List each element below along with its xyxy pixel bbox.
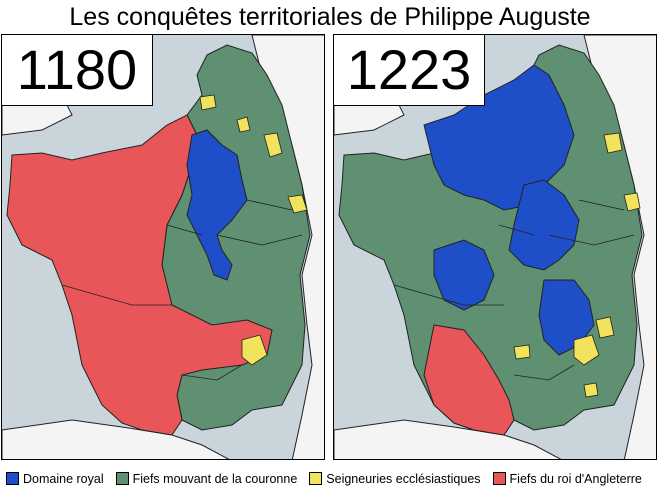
seigneurie-5 [514,345,530,359]
legend-label: Fiefs mouvant de la couronne [133,472,298,486]
year-label-1180: 1180 [2,35,153,106]
legend-item-fiefs-couronne: Fiefs mouvant de la couronne [116,472,298,486]
legend-swatch [493,472,506,485]
year-label-1223: 1223 [334,35,485,106]
seigneurie-1 [200,95,216,110]
legend-swatch [6,472,19,485]
legend-item-fiefs-angleterre: Fiefs du roi d'Angleterre [493,472,642,486]
legend-item-seigneuries: Seigneuries ecclésiastiques [309,472,480,486]
legend-swatch [116,472,129,485]
legend-swatch [309,472,322,485]
legend: Domaine royal Fiefs mouvant de la couron… [0,462,660,495]
legend-label: Domaine royal [23,472,104,486]
legend-label: Seigneuries ecclésiastiques [326,472,480,486]
map-panel-1223: 1223 [333,34,657,460]
map-title: Les conquêtes territoriales de Philippe … [0,0,660,34]
seigneurie-6 [584,383,598,397]
legend-item-domaine-royal: Domaine royal [6,472,104,486]
map-panel-1180: 1180 [1,34,325,460]
legend-label: Fiefs du roi d'Angleterre [510,472,642,486]
